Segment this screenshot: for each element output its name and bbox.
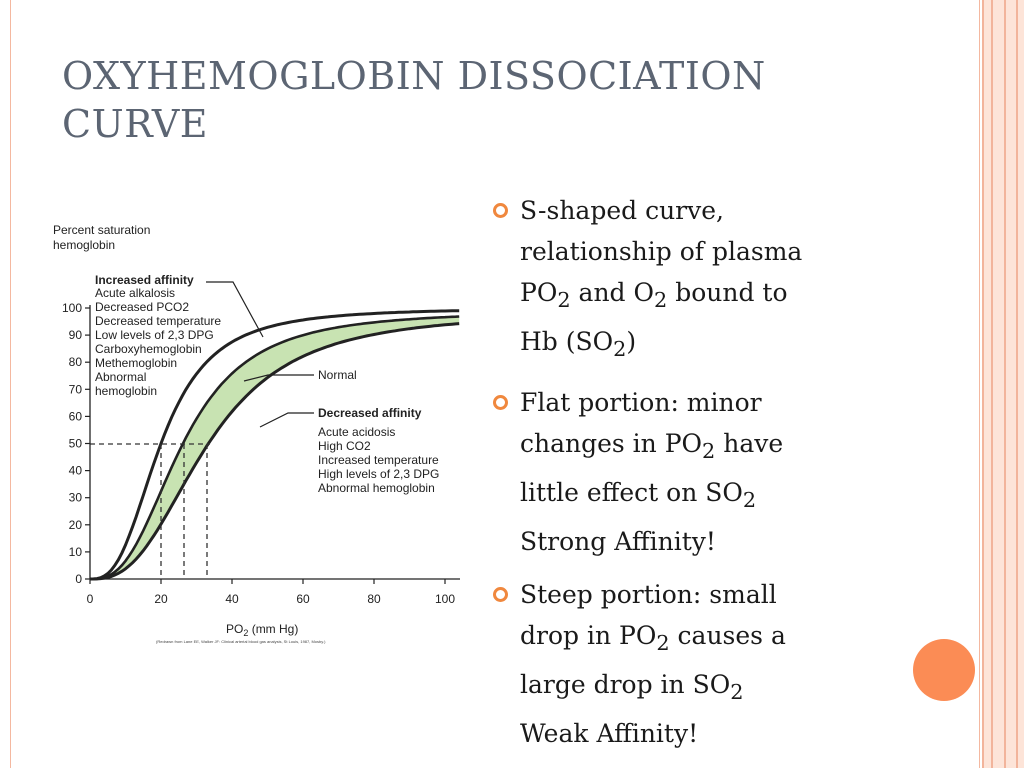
slide-title-line1: OXYHEMOGLOBIN DISSOCIATION — [62, 54, 766, 98]
bullet-line: PO2 and O2 bound to — [520, 278, 788, 312]
decreased-affinity-item: Abnormal hemoglobin — [318, 481, 435, 495]
curve-svg: Percent saturation hemoglobin 0 10 20 30 40 5… — [53, 223, 460, 644]
bullet-line: Weak Affinity! — [520, 719, 699, 748]
normal-leader — [243, 374, 314, 382]
x-tick-group: 0 20 40 60 80 100 — [87, 579, 455, 606]
increased-affinity-curve — [89, 309, 460, 581]
y-tick-label: 70 — [69, 382, 83, 396]
x-tick-label: 20 — [154, 592, 168, 606]
increased-affinity-title: Increased affinity — [95, 273, 194, 287]
bullet-line: large drop in SO2 — [520, 670, 744, 704]
increased-affinity-item: Decreased temperature — [95, 314, 221, 328]
bullet-marker-icon — [493, 587, 508, 602]
increased-affinity-item: Methemoglobin — [95, 356, 177, 370]
bullet-line: Flat portion: minor — [520, 388, 762, 417]
decorative-stripes — [980, 0, 1024, 768]
normal-range-band — [90, 316, 460, 579]
bullet-item: S-shaped curve, relationship of plasma P… — [490, 190, 890, 370]
y-tick-label: 20 — [69, 518, 83, 532]
increased-affinity-item: Decreased PCO2 — [95, 300, 189, 314]
decreased-affinity-item: High levels of 2,3 DPG — [318, 467, 439, 481]
bullet-line: relationship of plasma — [520, 237, 803, 266]
slide-title: OXYHEMOGLOBIN DISSOCIATION CURVE — [62, 52, 882, 148]
x-tick-label: 40 — [225, 592, 239, 606]
decreased-affinity-curve — [90, 322, 460, 581]
bullet-line: changes in PO2 have — [520, 429, 784, 463]
x-axis-label: PO2 (mm Hg) — [226, 622, 298, 638]
bullet-item: Flat portion: minor changes in PO2 have … — [490, 382, 890, 562]
bullet-marker-icon — [493, 395, 508, 410]
x-tick-label: 80 — [367, 592, 381, 606]
decreased-affinity-item: High CO2 — [318, 439, 371, 453]
y-tick-label: 60 — [69, 409, 83, 423]
increased-affinity-item: Acute alkalosis — [95, 286, 175, 300]
increased-affinity-item: hemoglobin — [95, 384, 157, 398]
bullet-line: S-shaped curve, — [520, 196, 724, 225]
y-tick-group: 0 10 20 30 40 50 60 70 80 90 100 — [62, 301, 90, 586]
x-tick-label: 100 — [435, 592, 455, 606]
x-tick-label: 0 — [87, 592, 94, 606]
bullet-item: Steep portion: small drop in PO2 causes … — [490, 574, 890, 754]
y-axis-label-line1: Percent saturation — [53, 223, 150, 237]
y-axis-label-line2: hemoglobin — [53, 238, 115, 252]
y-tick-label: 10 — [69, 545, 83, 559]
decreased-affinity-leader — [259, 412, 314, 428]
decorative-circle — [913, 639, 975, 701]
figure-citation: (Redrawn from Lane EE, Walker JF: Clinic… — [156, 639, 326, 644]
y-tick-label: 100 — [62, 301, 82, 315]
x-tick-label: 60 — [296, 592, 310, 606]
bullet-line: little effect on SO2 — [520, 478, 757, 512]
dissociation-curve-figure: Percent saturation hemoglobin 0 10 20 30 40 5… — [48, 215, 468, 655]
y-tick-label: 0 — [75, 572, 82, 586]
slide-title-line2: CURVE — [62, 102, 209, 146]
bullet-line: Strong Affinity! — [520, 527, 716, 556]
y-tick-label: 40 — [69, 464, 83, 478]
bullet-marker-icon — [493, 203, 508, 218]
decreased-affinity-item: Increased temperature — [318, 453, 439, 467]
bullet-line: Steep portion: small — [520, 580, 777, 609]
increased-affinity-item: Carboxyhemoglobin — [95, 342, 202, 356]
y-tick-label: 50 — [69, 437, 83, 451]
bullet-line: drop in PO2 causes a — [520, 621, 786, 655]
decreased-affinity-title: Decreased affinity — [318, 406, 422, 420]
y-tick-label: 90 — [69, 328, 83, 342]
normal-label: Normal — [318, 368, 357, 382]
increased-affinity-leader — [206, 281, 264, 338]
increased-affinity-item: Abnormal — [95, 370, 146, 384]
y-tick-label: 30 — [69, 491, 83, 505]
bullet-line: Hb (SO2) — [520, 327, 637, 361]
y-tick-label: 80 — [69, 355, 83, 369]
normal-curve-left-edge — [90, 315, 460, 581]
increased-affinity-item: Low levels of 2,3 DPG — [95, 328, 214, 342]
bullet-list: S-shaped curve, relationship of plasma P… — [490, 190, 890, 766]
decreased-affinity-item: Acute acidosis — [318, 425, 395, 439]
